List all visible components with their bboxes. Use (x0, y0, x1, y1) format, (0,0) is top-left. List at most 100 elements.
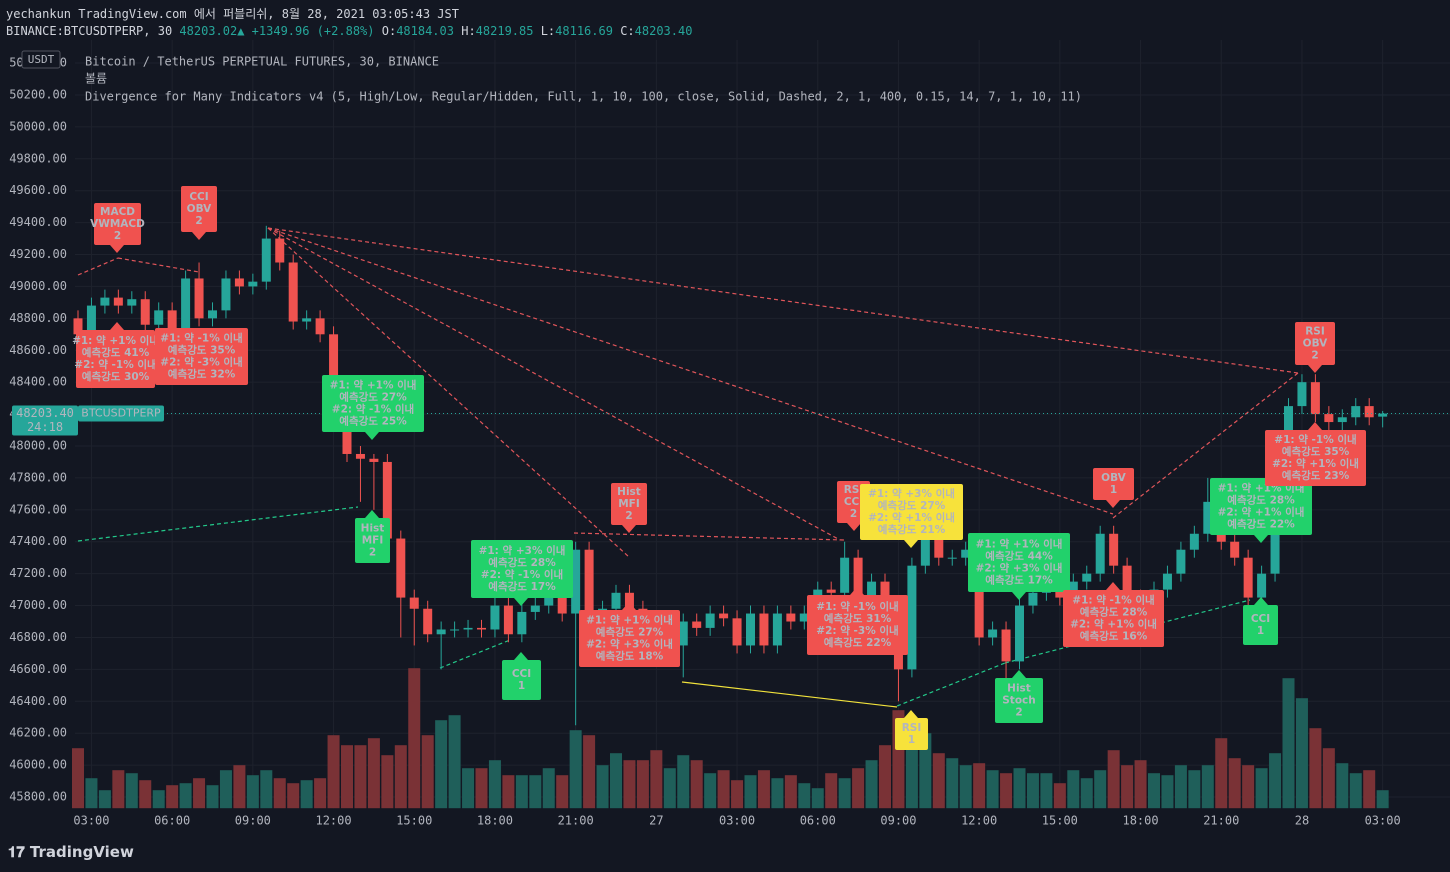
volume-bar (1013, 768, 1026, 809)
volume-bar (1201, 765, 1214, 809)
annotation-text: 예측강도 41% (82, 346, 150, 359)
annotation-text: MACD (100, 206, 135, 218)
volume-bar (542, 768, 555, 809)
currency-badge (21, 50, 61, 69)
volume-bar (139, 780, 152, 809)
candle-body (369, 458, 379, 462)
annotation-box (181, 186, 217, 232)
brand-name: TradingView (29, 843, 134, 861)
volume-bar (811, 788, 824, 809)
candle-body (1082, 573, 1092, 582)
candle-body (355, 453, 365, 459)
x-tick-label: 03:00 (719, 814, 755, 828)
y-tick-label: 50200.00 (9, 87, 67, 101)
candle-body (1203, 501, 1213, 534)
y-tick-label: 47000.00 (9, 598, 67, 612)
annotation-text: 1 (1110, 484, 1117, 496)
annotation-text: #1: 약 -1% 이내 (160, 332, 242, 345)
candle-body (167, 310, 177, 332)
volume-bar (556, 775, 569, 809)
annotation-text: OBV (187, 203, 213, 215)
annotation-text: MFI (618, 498, 640, 510)
candle-body (1310, 382, 1320, 415)
annotation-box (860, 484, 963, 540)
candle-body (1068, 581, 1078, 598)
volume-bar (219, 770, 232, 809)
annotation-text: #2: 약 -3% 이내 (816, 624, 898, 637)
volume-bar (152, 790, 165, 809)
x-tick-label: 28 (1295, 814, 1309, 828)
x-tick-label: 09:00 (880, 814, 916, 828)
annotation-pointer (365, 510, 379, 518)
annotation-text: 2 (625, 510, 632, 522)
candle-body (113, 297, 123, 306)
volume-bar (1376, 790, 1389, 809)
y-tick-label: 47200.00 (9, 566, 67, 580)
candle-body (342, 422, 352, 454)
volume-bar (717, 770, 730, 809)
annotation-text: 예측강도 27% (339, 391, 407, 404)
x-tick-label: 27 (649, 814, 663, 828)
candle-body (234, 278, 244, 287)
divergence-line (267, 227, 1299, 374)
volume-bar (421, 735, 434, 809)
annotation-text: 2 (850, 508, 857, 520)
candle-body (248, 281, 258, 287)
annotation-box (355, 518, 390, 563)
candle-body (382, 461, 392, 539)
candle-body (436, 629, 446, 635)
y-tick-label: 49400.00 (9, 215, 67, 229)
annotation-text: OBV (1101, 472, 1127, 484)
volume-bar (650, 750, 663, 809)
annotation-pointer (365, 432, 379, 440)
ohlc-key: C: (620, 24, 635, 38)
candle-body (1122, 565, 1132, 598)
candle-body (907, 565, 917, 670)
candle-body (1162, 573, 1172, 590)
candle-body (503, 605, 513, 635)
volume-legend: 볼륨 (85, 72, 107, 86)
volume-bar (704, 773, 717, 809)
annotation-text: 1 (518, 680, 525, 692)
annotation-box (471, 540, 573, 598)
volume-bar (825, 773, 838, 809)
annotation-text: 예측강도 32% (168, 368, 236, 381)
candle-body (746, 613, 755, 646)
annotation-text: OBV (1303, 338, 1329, 350)
candle-body (140, 299, 150, 325)
annotation-text: #2: 약 +1% 이내 (868, 511, 955, 524)
annotation-text: 1 (1257, 625, 1264, 637)
ohlc-key: L: (540, 24, 556, 38)
candle-body (557, 597, 567, 614)
volume-bar (273, 778, 286, 809)
candle-body (947, 557, 957, 559)
annotation-text: #1: 약 +1% 이내 (72, 334, 159, 347)
y-tick-label: 48600.00 (9, 343, 67, 357)
volume-bar (529, 775, 542, 809)
annotation-text: #1: 약 -1% 이내 (1072, 594, 1154, 607)
y-tick-label: 49000.00 (9, 279, 67, 293)
candle-body (705, 613, 715, 628)
volume-bar (865, 760, 878, 809)
candle-body (221, 278, 231, 311)
candle-body (409, 597, 419, 609)
volume-bar (784, 775, 797, 809)
volume-bar (583, 735, 596, 809)
candle-body (974, 549, 984, 638)
volume-bar (636, 760, 649, 809)
candle-body (73, 318, 83, 335)
currency-label: USDT (28, 53, 55, 66)
volume-bar (757, 770, 770, 809)
candle-body (840, 557, 850, 593)
volume-bar (327, 735, 340, 809)
x-tick-label: 09:00 (235, 814, 271, 828)
candle-body (571, 549, 581, 614)
